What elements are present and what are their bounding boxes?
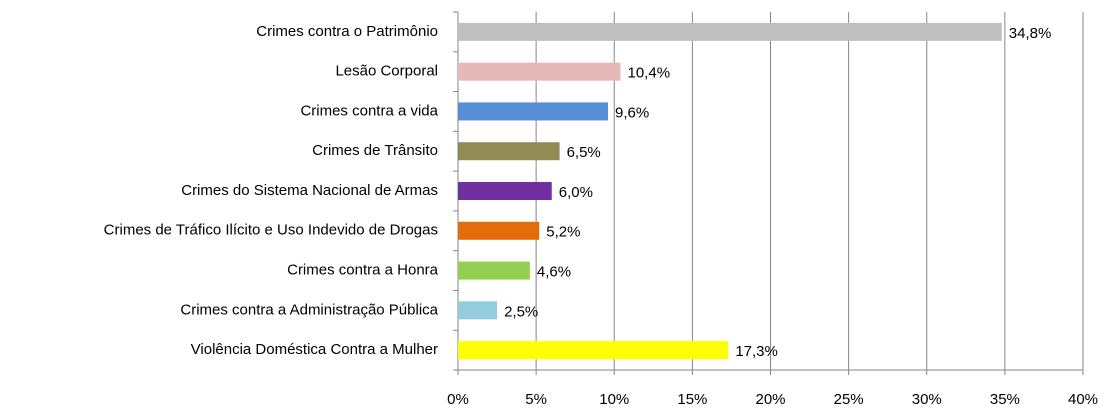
y-tick-label: Lesão Corporal bbox=[335, 63, 438, 80]
y-tick-label: Violência Doméstica Contra a Mulher bbox=[191, 341, 438, 358]
x-tick-label: 35% bbox=[990, 391, 1020, 408]
y-tick-label: Crimes contra a vida bbox=[300, 102, 438, 119]
value-label: 17,3% bbox=[735, 343, 778, 360]
value-label: 9,6% bbox=[615, 104, 649, 121]
bar bbox=[458, 261, 530, 280]
value-label: 10,4% bbox=[628, 65, 671, 82]
x-tick-label: 40% bbox=[1068, 391, 1098, 408]
x-tick-label: 5% bbox=[525, 391, 547, 408]
y-tick-label: Crimes do Sistema Nacional de Armas bbox=[181, 182, 438, 199]
y-tick-label: Crimes de Tráfico Ilícito e Uso Indevido… bbox=[104, 222, 438, 239]
value-label: 4,6% bbox=[537, 264, 571, 281]
value-label: 6,0% bbox=[559, 184, 593, 201]
bar bbox=[458, 62, 621, 81]
y-tick-label: Crimes contra a Honra bbox=[287, 262, 439, 279]
bar bbox=[458, 182, 552, 200]
x-tick-label: 15% bbox=[677, 391, 707, 408]
bar bbox=[458, 221, 540, 240]
bar bbox=[458, 102, 608, 121]
bar bbox=[458, 142, 560, 161]
value-label: 2,5% bbox=[504, 303, 538, 320]
y-tick-label: Crimes contra a Administração Pública bbox=[180, 301, 438, 318]
bar bbox=[458, 341, 729, 360]
x-tick-label: 10% bbox=[599, 391, 629, 408]
bar bbox=[458, 22, 1002, 41]
y-tick-label: Crimes contra o Patrimônio bbox=[256, 23, 438, 40]
x-tick-label: 0% bbox=[447, 391, 469, 408]
value-label: 5,2% bbox=[546, 224, 580, 241]
x-tick-label: 25% bbox=[834, 391, 864, 408]
value-label: 34,8% bbox=[1009, 25, 1052, 42]
y-tick-label: Crimes de Trânsito bbox=[312, 142, 438, 159]
x-tick-label: 30% bbox=[912, 391, 942, 408]
value-label: 6,5% bbox=[567, 144, 601, 161]
x-tick-label: 20% bbox=[755, 391, 785, 408]
bar bbox=[458, 301, 498, 320]
